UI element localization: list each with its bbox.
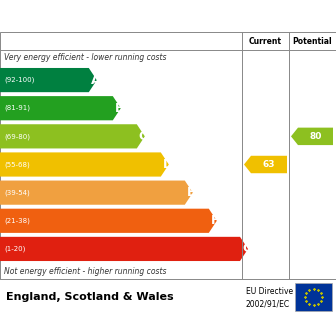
Text: F: F: [211, 214, 219, 227]
Text: Not energy efficient - higher running costs: Not energy efficient - higher running co…: [4, 266, 167, 276]
Polygon shape: [0, 96, 121, 120]
Polygon shape: [0, 180, 193, 205]
Text: (1-20): (1-20): [4, 246, 26, 252]
Text: (55-68): (55-68): [4, 161, 30, 168]
Text: Potential: Potential: [293, 37, 332, 45]
Text: Energy Efficiency Rating: Energy Efficiency Rating: [67, 9, 269, 24]
Text: (92-100): (92-100): [4, 77, 34, 83]
Text: E: E: [187, 186, 195, 199]
Text: England, Scotland & Wales: England, Scotland & Wales: [6, 292, 174, 302]
Text: EU Directive: EU Directive: [246, 287, 293, 296]
Polygon shape: [0, 209, 217, 233]
Text: Current: Current: [249, 37, 282, 45]
Polygon shape: [0, 152, 169, 177]
Text: 80: 80: [309, 132, 322, 141]
Text: D: D: [163, 158, 173, 171]
Text: (21-38): (21-38): [4, 218, 30, 224]
Text: 2002/91/EC: 2002/91/EC: [246, 300, 290, 309]
Polygon shape: [0, 124, 145, 148]
Text: (69-80): (69-80): [4, 133, 30, 140]
Polygon shape: [291, 128, 333, 145]
Text: 63: 63: [263, 160, 275, 169]
Text: G: G: [242, 243, 252, 255]
Text: (81-91): (81-91): [4, 105, 30, 112]
Text: A: A: [91, 74, 100, 87]
Text: Very energy efficient - lower running costs: Very energy efficient - lower running co…: [4, 54, 167, 62]
Polygon shape: [0, 237, 248, 261]
Bar: [295, 283, 332, 311]
Polygon shape: [244, 156, 287, 173]
Text: C: C: [139, 130, 148, 143]
Text: (39-54): (39-54): [4, 189, 30, 196]
Text: B: B: [115, 102, 124, 115]
Polygon shape: [0, 68, 97, 92]
